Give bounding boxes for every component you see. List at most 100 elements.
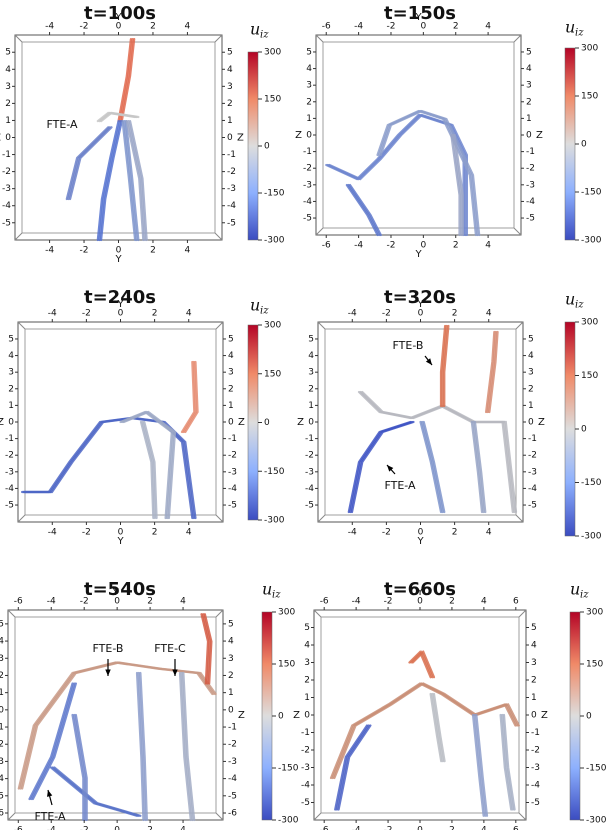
y-tick-label: -3	[5, 467, 14, 477]
y-tick-label: -3	[531, 763, 540, 773]
arrow-head	[387, 465, 394, 472]
x-tick-label: -4	[48, 528, 57, 538]
panel: t=660s-6-6-4-4-2-200224466YY554433221100…	[293, 579, 607, 830]
y-tick-label: -3	[228, 757, 237, 767]
y-tick-label: -2	[5, 451, 14, 461]
colorbar-tick-label: 0	[581, 140, 587, 150]
y-tick-label: -1	[227, 150, 236, 160]
y-tick-label: 0	[528, 418, 534, 428]
field-line	[119, 38, 134, 123]
x-label: Y	[416, 536, 424, 547]
y-tick-label: 1	[0, 688, 4, 698]
x-tick-label: -6	[322, 22, 331, 32]
y-tick-label: -4	[305, 484, 314, 494]
y-tick-label: -3	[0, 757, 4, 767]
colorbar-tick-label: -300	[581, 532, 602, 542]
colorbar-tick-label: -150	[581, 478, 602, 488]
box-edge	[313, 812, 322, 821]
y-tick-label: -1	[526, 147, 535, 157]
y-label: Z	[541, 710, 548, 721]
field-line	[473, 713, 487, 817]
field-line	[419, 420, 443, 514]
y-tick-label: 3	[8, 368, 14, 378]
box-edge	[17, 514, 26, 523]
y-tick-label: 1	[308, 401, 314, 411]
y-tick-label: -6	[228, 809, 237, 819]
y-tick-label: 3	[531, 658, 537, 668]
y-tick-label: 0	[306, 131, 312, 141]
field-line	[202, 613, 211, 685]
colorbar-tick-label: 150	[586, 660, 603, 670]
field-line	[334, 724, 369, 811]
field-line	[347, 183, 381, 237]
x-tick-label: -6	[320, 826, 329, 830]
colorbar-tick-label: 150	[264, 369, 281, 379]
x-tick-label: 0	[418, 528, 424, 538]
colorbar-symbol: u	[250, 20, 260, 39]
box-inner	[322, 41, 515, 229]
y-tick-label: -1	[305, 434, 314, 444]
y-tick-label: 3	[304, 658, 310, 668]
x-tick-label: 4	[481, 597, 487, 607]
y-tick-label: -3	[2, 184, 11, 194]
y-tick-label: 3	[0, 654, 4, 664]
y-tick-label: 3	[227, 82, 233, 92]
field-line	[53, 766, 142, 817]
colorbar-tick-label: 300	[264, 321, 281, 331]
y-tick-label: 3	[306, 81, 312, 91]
y-tick-label: 4	[228, 637, 234, 647]
y-tick-label: 5	[526, 47, 532, 57]
x-tick-label: 4	[485, 241, 491, 251]
box-edge	[518, 609, 527, 618]
field-line	[501, 713, 514, 811]
panel-title: t=100s	[84, 3, 156, 24]
x-tick-label: 0	[114, 826, 120, 830]
field-line	[485, 330, 496, 414]
field-line	[137, 671, 147, 822]
field-line	[499, 713, 513, 811]
colorbar	[564, 321, 576, 537]
x-tick-label: 2	[147, 597, 153, 607]
panel: t=540s-6-6-4-4-2-2002244YY554433221100-1…	[0, 579, 299, 830]
colorbar	[564, 47, 576, 241]
x-tick-label: 6	[513, 597, 519, 607]
y-tick-label: 2	[228, 384, 234, 394]
x-tick-label: 0	[420, 241, 426, 251]
y-tick-label: 2	[8, 384, 14, 394]
x-tick-label: -4	[352, 826, 361, 830]
field-line	[345, 183, 379, 237]
field-line	[486, 330, 497, 414]
box-edge	[315, 227, 324, 236]
y-tick-label: -5	[528, 501, 537, 511]
y-tick-label: -2	[526, 164, 535, 174]
panel: t=240s -4 -4 -2 -2 0 0 2 2 4 4 Y Y 5 5 4 4 3 3 2 2 1 1 0 0 -1 -1 -2…	[0, 287, 285, 547]
colorbar-symbol: u	[565, 290, 575, 309]
box-edge	[214, 232, 223, 241]
y-tick-label: -5	[227, 218, 236, 228]
field-line	[350, 420, 415, 514]
field-line	[451, 133, 463, 237]
y-tick-label: -3	[227, 184, 236, 194]
y-tick-label: 2	[308, 384, 314, 394]
x-tick-label: 4	[185, 22, 191, 32]
field-line	[429, 692, 443, 763]
y-label: Z	[295, 130, 302, 141]
box-outer	[7, 609, 224, 821]
panel: t=320s -4 -4 -2 -2 0 0 2 2 4 4 Y Y 5 5 4 4 3 3 2 2 1 1 0 0 -1 -1 -2…	[297, 287, 602, 547]
y-tick-label: 2	[306, 97, 312, 107]
y-tick-label: -2	[228, 451, 237, 461]
y-tick-label: -4	[0, 774, 4, 784]
x-tick-label: -4	[45, 246, 54, 256]
field-line	[180, 360, 196, 434]
field-line	[98, 120, 122, 242]
field-line	[123, 120, 138, 242]
x-label: Y	[114, 254, 122, 265]
y-tick-label: 1	[227, 116, 233, 126]
x-tick-label: 2	[449, 826, 455, 830]
y-tick-label: -2	[228, 740, 237, 750]
y-tick-label: 0	[0, 705, 4, 715]
field-line	[348, 183, 382, 237]
y-tick-label: -3	[303, 180, 312, 190]
y-tick-label: 0	[5, 133, 11, 143]
y-tick-label: 2	[0, 671, 4, 681]
